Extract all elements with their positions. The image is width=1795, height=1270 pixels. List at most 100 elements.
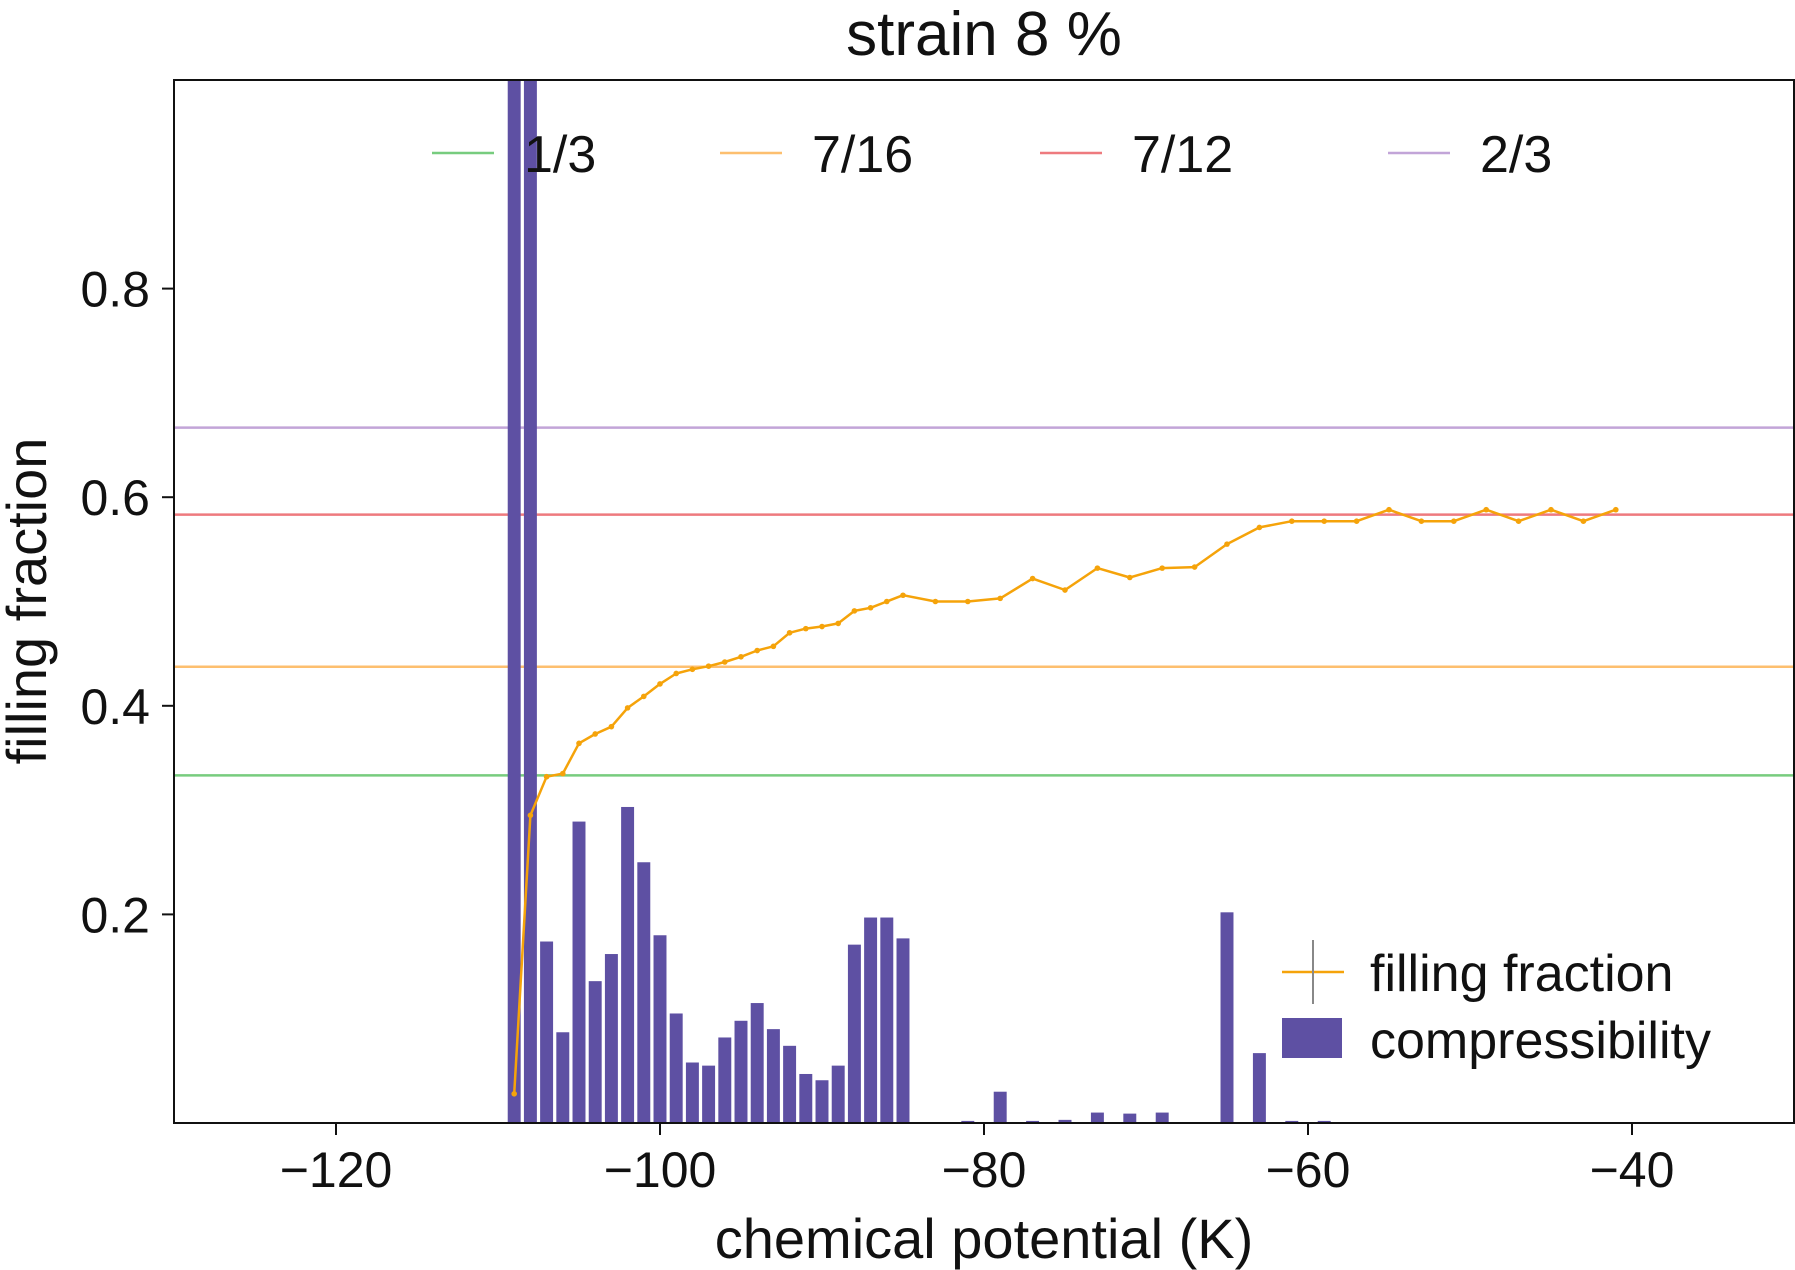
filling-fraction-point — [997, 595, 1003, 602]
compressibility-bar — [637, 862, 651, 1123]
legend-label-7-16: 7/16 — [812, 126, 913, 184]
legend-label-2-3: 2/3 — [1480, 126, 1552, 184]
filling-fraction-point — [641, 693, 647, 700]
filling-fraction-point — [1418, 518, 1425, 524]
y-tick-label: 0.6 — [80, 470, 150, 526]
filling-fraction-point — [1289, 518, 1295, 524]
compressibility-bar — [783, 1045, 797, 1123]
filling-fraction-point — [511, 1090, 517, 1097]
x-tick-label: −80 — [942, 1142, 1027, 1198]
filling-fraction-line — [512, 508, 1617, 1094]
compressibility-bar — [653, 935, 667, 1123]
compressibility-bar — [864, 917, 878, 1123]
compressibility-bar — [702, 1065, 716, 1123]
compressibility-bar — [750, 1003, 764, 1123]
y-tick-label: 0.2 — [80, 887, 150, 943]
filling-fraction-point — [592, 731, 598, 737]
filling-fraction-point — [1029, 575, 1036, 582]
compressibility-bar — [1285, 1120, 1299, 1123]
filling-fraction-point — [965, 598, 971, 605]
y-axis-label: filling fraction — [0, 438, 58, 765]
compressibility-bar — [734, 1020, 748, 1123]
compressibility-bar — [1090, 1112, 1104, 1123]
filling-fraction-point — [1613, 506, 1619, 513]
compressibility-bar — [815, 1080, 829, 1123]
legend-label-filling-fraction: filling fraction — [1370, 945, 1673, 1003]
filling-fraction-point — [1256, 524, 1263, 531]
filling-fraction-point — [803, 625, 809, 632]
compressibility-bar — [588, 981, 602, 1123]
filling-fraction-point — [1094, 565, 1101, 571]
filling-fraction-point — [560, 770, 566, 777]
compressibility-bar — [1317, 1120, 1331, 1123]
legend-label-compressibility: compressibility — [1370, 1012, 1711, 1070]
compressibility-bar — [1252, 1053, 1266, 1123]
filling-fraction-point — [884, 598, 890, 605]
chart-title: strain 8 % — [846, 0, 1122, 69]
filling-fraction-point — [722, 659, 728, 665]
filling-fraction-point — [1353, 518, 1360, 524]
compressibility-bar — [685, 1062, 699, 1123]
filling-fraction-point — [754, 647, 760, 654]
compressibility-bar — [799, 1073, 813, 1123]
filling-fraction-point — [1515, 518, 1522, 524]
compressibility-bar — [669, 1013, 683, 1123]
filling-fraction-point — [1062, 587, 1068, 593]
filling-fraction-point — [1386, 506, 1392, 513]
compressibility-bar — [621, 806, 635, 1123]
compressibility-bar — [718, 1037, 732, 1123]
compressibility-bar — [831, 1065, 845, 1123]
compressibility-bar — [540, 941, 554, 1123]
compressibility-bars — [507, 80, 1331, 1123]
filling-fraction-point — [1483, 506, 1489, 513]
compressibility-bar — [847, 944, 861, 1123]
compressibility-bar — [961, 1120, 975, 1123]
compressibility-bar — [896, 938, 910, 1123]
x-tick-label: −100 — [604, 1142, 717, 1198]
reference-lines — [174, 426, 1794, 777]
compressibility-bar — [1026, 1120, 1040, 1123]
filling-fraction-point — [576, 740, 582, 747]
filling-fraction-point — [689, 666, 696, 673]
compressibility-bar — [556, 1032, 570, 1123]
filling-fraction-point — [1127, 574, 1133, 581]
filling-fraction-point — [819, 623, 825, 630]
filling-fraction-point — [543, 773, 550, 780]
filling-fraction-point — [867, 604, 874, 611]
legend-label-1-3: 1/3 — [524, 126, 596, 184]
filling-fraction-point — [1224, 541, 1230, 547]
legend-swatch-bar — [1282, 1018, 1342, 1058]
compressibility-bar — [880, 917, 894, 1123]
legend-series: filling fraction compressibility — [1282, 940, 1711, 1070]
filling-fraction-point — [932, 598, 939, 605]
filling-fraction-point — [738, 653, 744, 660]
x-tick-label: −60 — [1266, 1142, 1351, 1198]
legend-label-7-12: 7/12 — [1132, 126, 1233, 184]
filling-fraction-point — [1548, 506, 1554, 513]
filling-fraction-series — [511, 506, 1619, 1097]
filling-fraction-point — [900, 592, 906, 599]
filling-fraction-point — [835, 620, 841, 627]
filling-fraction-point — [624, 705, 631, 711]
filling-fraction-point — [1580, 518, 1587, 524]
filling-fraction-point — [786, 629, 793, 636]
filling-fraction-point — [673, 670, 679, 677]
compressibility-bar — [1220, 912, 1234, 1123]
y-axis-ticks: 0.2 0.4 0.6 0.8 — [80, 262, 174, 943]
compressibility-bar — [507, 80, 521, 1123]
compressibility-bar — [766, 1029, 780, 1123]
filling-fraction-point — [770, 643, 777, 650]
filling-fraction-point — [657, 681, 663, 687]
compressibility-bar — [1155, 1112, 1169, 1123]
filling-fraction-point — [1321, 518, 1327, 524]
compressibility-bar — [604, 954, 618, 1123]
filling-fraction-point — [1191, 564, 1198, 570]
filling-fraction-point — [1159, 565, 1165, 571]
compressibility-bar — [993, 1091, 1007, 1123]
y-tick-label: 0.8 — [80, 262, 150, 318]
filling-fraction-point — [527, 812, 534, 819]
filling-fraction-point — [1451, 518, 1457, 524]
legend-reference-lines: 1/3 7/16 7/12 2/3 — [432, 126, 1552, 184]
filling-fraction-point — [851, 608, 858, 614]
